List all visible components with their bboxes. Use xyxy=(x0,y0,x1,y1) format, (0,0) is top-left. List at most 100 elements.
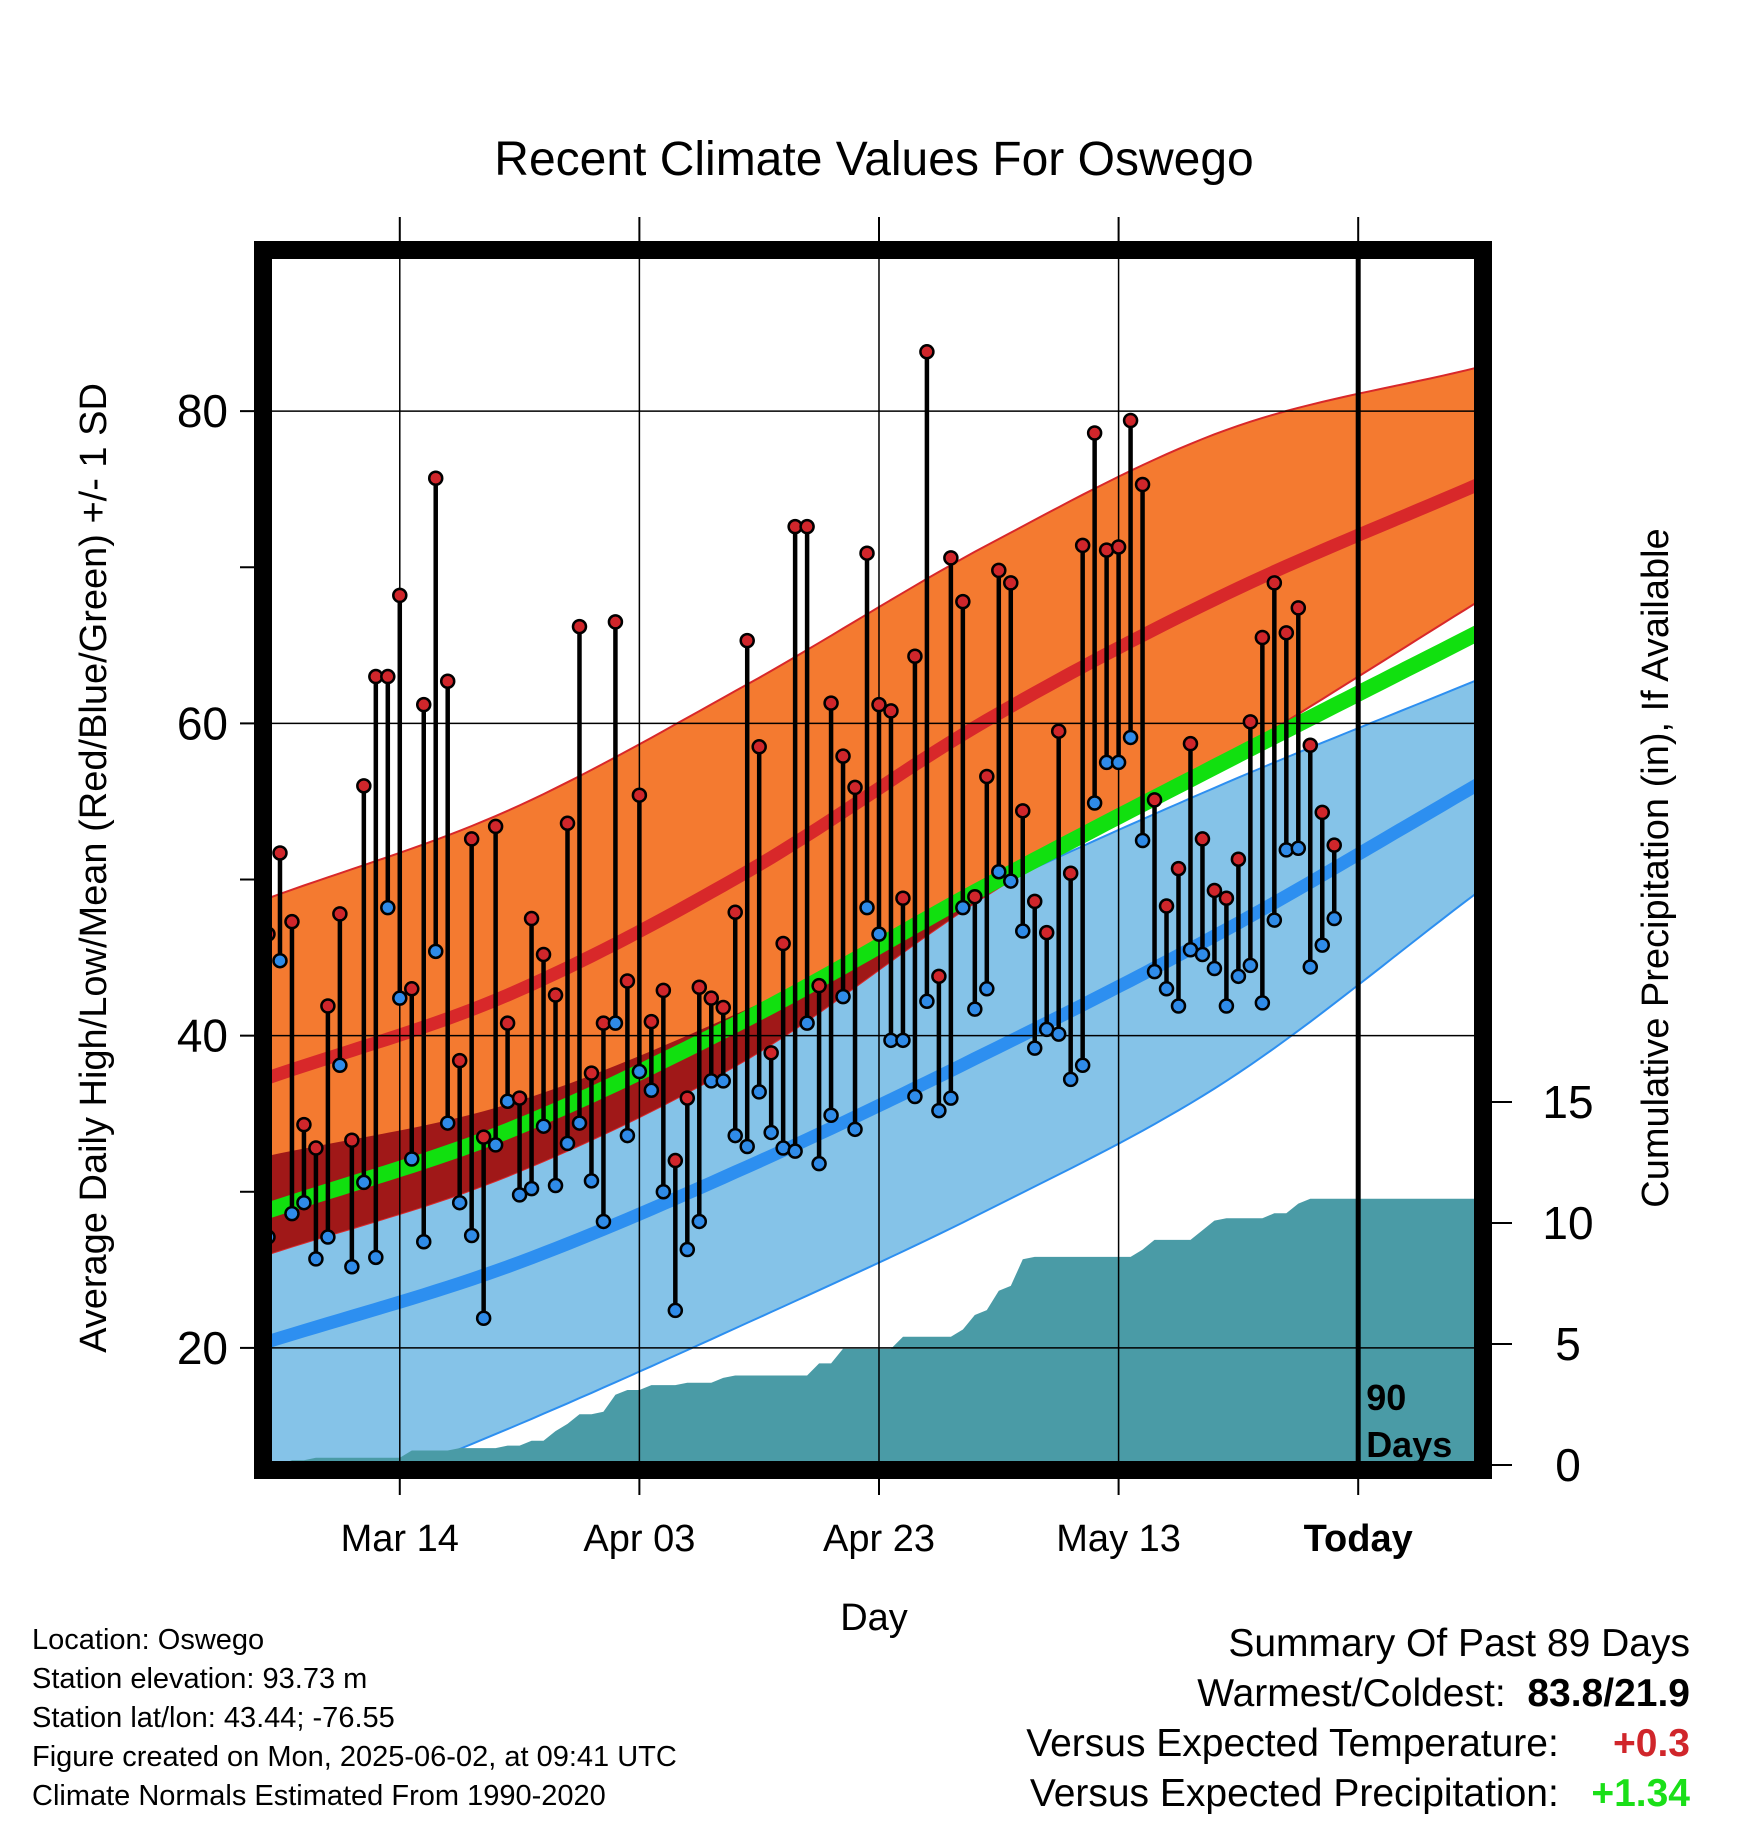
daily-high-point xyxy=(1326,837,1342,853)
plot-content: 90 Days xyxy=(268,255,1478,1465)
daily-high-point xyxy=(332,906,348,922)
daily-high-point xyxy=(967,888,983,905)
daily-low-point xyxy=(607,1015,624,1031)
daily-high-point xyxy=(583,1065,600,1081)
daily-high-point xyxy=(1146,792,1163,808)
summary-title: Summary Of Past 89 Days xyxy=(1228,1622,1690,1665)
daily-low-point xyxy=(511,1187,528,1203)
daily-high-point xyxy=(344,1132,360,1149)
daily-low-point xyxy=(979,981,995,997)
x-tick-label: Today xyxy=(1304,1518,1413,1560)
daily-high-point xyxy=(451,1052,468,1069)
daily-high-point xyxy=(679,1090,696,1106)
daily-high-point xyxy=(835,748,851,764)
daily-high-point xyxy=(1158,898,1175,914)
y-tick-label: 20 xyxy=(177,1322,228,1374)
daily-low-point xyxy=(739,1138,755,1155)
daily-low-point xyxy=(1206,960,1223,977)
y2-tick-label: 15 xyxy=(1542,1076,1593,1128)
daily-low-point xyxy=(427,943,444,960)
daily-high-point xyxy=(1038,924,1055,941)
daily-high-point xyxy=(727,904,743,921)
info-created: Figure created on Mon, 2025-06-02, at 09… xyxy=(32,1741,677,1773)
daily-low-point xyxy=(320,1229,336,1245)
daily-low-point xyxy=(1326,910,1342,927)
daily-high-point xyxy=(1050,723,1067,739)
daily-low-point xyxy=(895,1032,911,1049)
daily-high-point xyxy=(703,990,720,1006)
daily-high-point xyxy=(559,815,576,832)
summary-warmest-coldest-value: 83.8/21.9 xyxy=(1527,1672,1690,1715)
daily-high-point xyxy=(487,818,504,835)
daily-high-point xyxy=(799,518,815,535)
daily-low-point xyxy=(535,1118,552,1134)
precip-area xyxy=(268,1198,1478,1465)
y-tick-label: 60 xyxy=(177,697,228,749)
x-tick-label: Apr 03 xyxy=(583,1518,695,1560)
daily-high-point xyxy=(1230,851,1247,867)
daily-high-point xyxy=(1110,539,1127,555)
daily-high-point xyxy=(1278,625,1295,641)
daily-high-point xyxy=(320,998,336,1014)
daily-low-point xyxy=(907,1088,923,1105)
daily-high-point xyxy=(811,977,827,994)
daily-low-point xyxy=(955,899,971,916)
y2-axis-label: Cumulative Precipitation (in), If Availa… xyxy=(1635,528,1677,1207)
daily-low-point xyxy=(1086,795,1103,811)
daily-low-point xyxy=(547,1177,564,1194)
daily-low-point xyxy=(356,1174,372,1191)
daily-high-point xyxy=(691,979,708,995)
daily-high-point xyxy=(883,703,899,719)
daily-low-point xyxy=(1302,959,1319,975)
daily-low-point xyxy=(1003,873,1019,889)
daily-high-point xyxy=(895,890,911,907)
daily-high-point xyxy=(1170,860,1187,877)
daily-low-point xyxy=(1158,981,1175,997)
axes: 20 40 60 80 0 5 10 15 Mar 14 Apr 03 Apr 23 May 13 To… xyxy=(177,217,1594,1560)
daily-low-point xyxy=(451,1194,468,1211)
daily-low-point xyxy=(1110,754,1127,771)
daily-high-point xyxy=(667,1152,684,1169)
daily-low-point xyxy=(368,1249,384,1266)
today-marker-label: 90 xyxy=(1366,1377,1406,1418)
daily-low-point xyxy=(919,993,935,1010)
summary-precip-value: +1.34 xyxy=(1591,1772,1690,1815)
daily-low-point xyxy=(1314,937,1331,953)
daily-high-point xyxy=(931,968,947,985)
daily-high-point xyxy=(1194,831,1211,847)
daily-high-point xyxy=(643,1013,660,1030)
daily-high-point xyxy=(511,1090,528,1106)
daily-high-point xyxy=(439,673,456,689)
daily-low-point xyxy=(679,1241,696,1258)
info-latlon: Station lat/lon: 43.44; -76.55 xyxy=(32,1702,395,1734)
summary-precip-label: Versus Expected Precipitation: xyxy=(1029,1772,1559,1815)
daily-high-point xyxy=(463,831,480,847)
daily-high-point xyxy=(1122,412,1139,429)
daily-low-point xyxy=(727,1127,743,1144)
daily-high-point xyxy=(919,344,935,360)
daily-low-point xyxy=(655,1184,672,1200)
daily-high-point xyxy=(739,632,755,649)
daily-high-point xyxy=(284,913,300,930)
daily-low-point xyxy=(523,1180,540,1197)
daily-low-point xyxy=(763,1124,779,1141)
daily-low-point xyxy=(404,1151,420,1167)
summary-temp-value: +0.3 xyxy=(1613,1722,1690,1765)
daily-low-point xyxy=(631,1063,648,1080)
daily-low-point xyxy=(823,1107,839,1124)
daily-high-point xyxy=(356,778,372,794)
daily-high-point xyxy=(1015,803,1031,819)
x-tick-label: Apr 23 xyxy=(823,1518,935,1560)
y2-tick-label: 10 xyxy=(1542,1197,1593,1249)
daily-low-point xyxy=(1218,998,1235,1014)
daily-high-point xyxy=(427,470,444,487)
daily-low-point xyxy=(571,1115,588,1131)
today-marker-label-2: Days xyxy=(1366,1424,1452,1465)
daily-low-point xyxy=(1122,729,1139,746)
daily-high-point xyxy=(1062,865,1079,882)
y-axis-label: Average Daily High/Low/Mean (Red/Blue/Gr… xyxy=(73,383,115,1353)
daily-high-point xyxy=(619,973,636,989)
daily-high-point xyxy=(1266,575,1283,591)
daily-low-point xyxy=(308,1251,324,1267)
